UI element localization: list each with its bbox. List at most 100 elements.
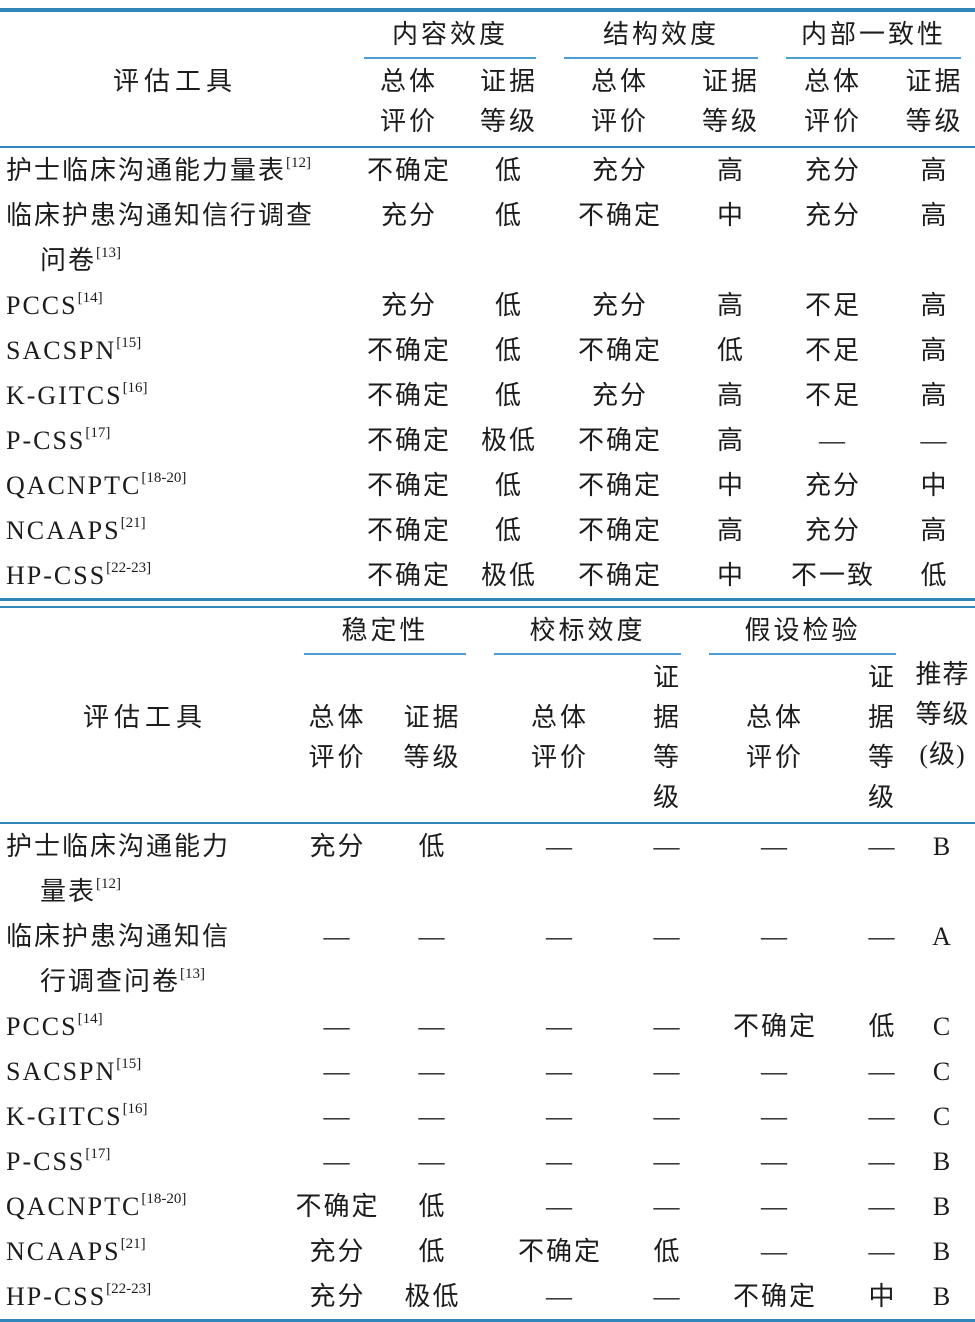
tool-name-line: P-CSS[17] xyxy=(6,1146,111,1176)
tool-name-line: SACSPN[15] xyxy=(6,1056,142,1086)
cell-value: — xyxy=(653,1282,682,1311)
table-row: HP-CSS[22-23] 充分 极低 — — 不确定 中 B xyxy=(0,1274,975,1321)
reference-superscript: [21] xyxy=(120,1236,146,1253)
cell-value: — xyxy=(868,922,897,951)
tool-name-line: 临床护患沟通知信 xyxy=(6,922,231,951)
cell-value: — xyxy=(418,1147,447,1176)
table-row: PCCS[14] — — — — 不确定 低 C xyxy=(0,1004,975,1049)
cell-value: — xyxy=(868,832,897,861)
cell-value: — xyxy=(653,1192,682,1221)
tool-name: NCAAPS[21] xyxy=(0,1229,290,1274)
recommendation-header: 推荐 等级 (级) xyxy=(910,607,975,824)
cell-value: 中 xyxy=(717,201,746,230)
cell-value: 中 xyxy=(920,471,949,500)
tool-name: K-GITCS[16] xyxy=(0,373,350,418)
cell-value: — xyxy=(546,832,575,861)
cell-value: 充分 xyxy=(592,381,649,410)
cell-value: — xyxy=(868,1102,897,1131)
tool-name: P-CSS[17] xyxy=(0,418,350,463)
cell-value: — xyxy=(819,426,848,455)
cell-value: C xyxy=(932,1057,953,1086)
table-row: QACNPTC[18-20] 不确定 低 不确定 中 充分 中 xyxy=(0,463,975,508)
cell-value: — xyxy=(761,1147,790,1176)
cell-value: — xyxy=(920,426,949,455)
cell-value: — xyxy=(761,1192,790,1221)
cell-value: 充分 xyxy=(805,471,862,500)
table-row: 护士临床沟通能力 量表[12] 充分 低 — — — — B xyxy=(0,823,975,914)
tool-name-line: HP-CSS[22-23] xyxy=(6,560,152,590)
cell-value: — xyxy=(868,1057,897,1086)
cell-value: 不确定 xyxy=(366,156,451,185)
sub-header: 总体 评价 xyxy=(480,655,641,824)
reference-superscript: [17] xyxy=(85,425,111,442)
cell-value: 不足 xyxy=(805,381,862,410)
cell-value: 高 xyxy=(717,156,746,185)
cell-value: — xyxy=(546,1102,575,1131)
cell-value: 低 xyxy=(495,471,524,500)
reference-superscript: [17] xyxy=(85,1146,111,1163)
tool-name-line: 问卷[13] xyxy=(40,245,122,275)
cell-value: 极低 xyxy=(404,1282,461,1311)
tool-name-line: PCCS[14] xyxy=(6,290,103,320)
cell-value: 充分 xyxy=(805,516,862,545)
cell-value: — xyxy=(546,1282,575,1311)
cell-value: 中 xyxy=(868,1282,897,1311)
group-header: 内容效度 xyxy=(350,10,550,59)
reference-superscript: [16] xyxy=(122,380,148,397)
cell-value: 充分 xyxy=(309,1282,366,1311)
cell-value: C xyxy=(932,1102,953,1131)
cell-value: 高 xyxy=(920,156,949,185)
cell-value: 充分 xyxy=(380,291,437,320)
tool-name: NCAAPS[21] xyxy=(0,508,350,553)
table-row: P-CSS[17] — — — — — — B xyxy=(0,1139,975,1184)
reference-superscript: [12] xyxy=(286,155,312,172)
sub-header: 证据 等级 xyxy=(855,655,911,824)
cell-value: 低 xyxy=(418,1192,447,1221)
tool-name-line: 量表[12] xyxy=(40,876,122,906)
cell-value: 高 xyxy=(920,291,949,320)
cell-value: — xyxy=(546,1192,575,1221)
cell-value: 不确定 xyxy=(366,381,451,410)
tool-column-header: 评估工具 xyxy=(0,10,350,148)
group-header-underline: 内部一致性 xyxy=(786,12,962,59)
table-row: NCAAPS[21] 充分 低 不确定 低 — — B xyxy=(0,1229,975,1274)
cell-value: 不确定 xyxy=(518,1237,603,1266)
cell-value: — xyxy=(868,1192,897,1221)
cell-value: 低 xyxy=(495,156,524,185)
cell-value: 不确定 xyxy=(733,1012,818,1041)
cell-value: 不一致 xyxy=(791,561,876,590)
group-header-label: 内容效度 xyxy=(392,20,509,49)
cell-value: 不确定 xyxy=(295,1192,380,1221)
reference-superscript: [15] xyxy=(116,335,142,352)
reference-superscript: [16] xyxy=(122,1101,148,1118)
cell-value: 不确定 xyxy=(578,426,663,455)
cell-value: 极低 xyxy=(481,426,538,455)
table-header: 评估工具 内容效度 结构效度 内部一致性 总体 评价 证据 等级 总体 评价 证据 等级 总体 … xyxy=(0,10,975,148)
sub-header: 总体 评价 xyxy=(550,59,691,148)
table-row: SACSPN[15] — — — — — — C xyxy=(0,1049,975,1094)
cell-value: — xyxy=(868,1147,897,1176)
cell-value: B xyxy=(932,1192,953,1221)
cell-value: — xyxy=(653,1057,682,1086)
cell-value: 低 xyxy=(418,1237,447,1266)
sub-header: 总体 评价 xyxy=(350,59,468,148)
reference-superscript: [22-23] xyxy=(106,560,152,577)
cell-value: — xyxy=(546,1057,575,1086)
cell-value: — xyxy=(761,1237,790,1266)
cell-value: 高 xyxy=(920,201,949,230)
cell-value: — xyxy=(868,1237,897,1266)
group-header: 假设检验 xyxy=(695,607,910,655)
tool-column-header: 评估工具 xyxy=(0,607,290,824)
tool-name-line: 护士临床沟通能力量表[12] xyxy=(6,155,312,185)
group-header-underline: 结构效度 xyxy=(564,12,759,59)
tool-name-line: SACSPN[15] xyxy=(6,335,142,365)
cell-value: 充分 xyxy=(592,291,649,320)
cell-value: 中 xyxy=(717,471,746,500)
cell-value: 高 xyxy=(717,426,746,455)
sub-header: 证据 等级 xyxy=(690,59,773,148)
reference-superscript: [18-20] xyxy=(141,470,187,487)
table-row: SACSPN[15] 不确定 低 不确定 低 不足 高 xyxy=(0,328,975,373)
reference-superscript: [21] xyxy=(120,515,146,532)
cell-value: — xyxy=(418,1057,447,1086)
group-header-underline: 校标效度 xyxy=(494,608,682,655)
